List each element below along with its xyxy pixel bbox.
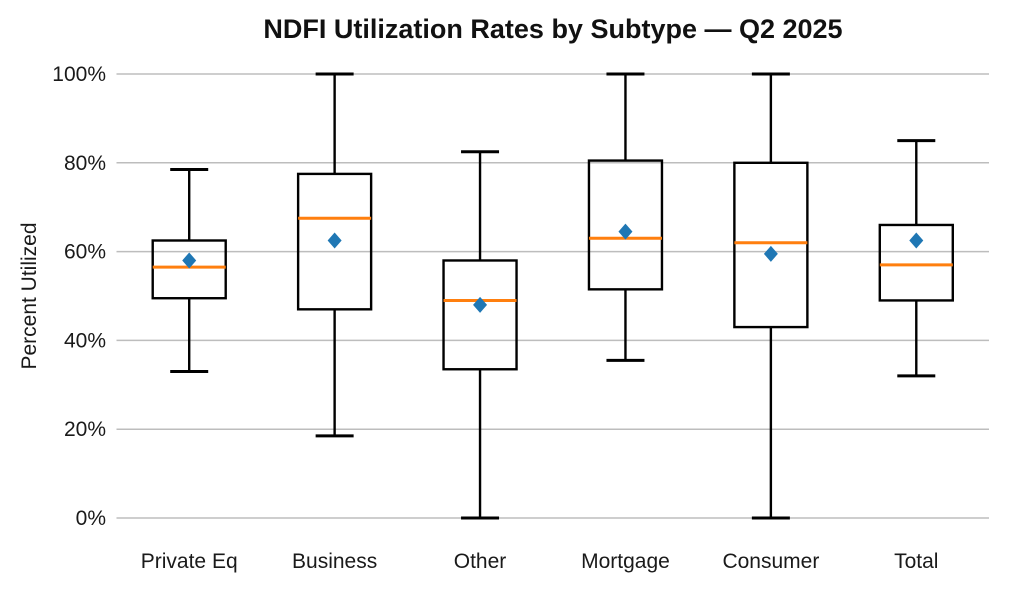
box (733, 161, 809, 329)
mean-marker (473, 296, 488, 313)
y-tick-label: 0% (76, 507, 106, 530)
y-tick-label: 40% (64, 329, 106, 352)
mean-marker (618, 223, 633, 240)
box (296, 172, 373, 311)
box (151, 239, 227, 300)
box (587, 159, 664, 291)
y-tick-label: 60% (64, 241, 106, 264)
chart-title: NDFI Utilization Rates by Subtype — Q2 2… (263, 14, 843, 44)
mean-marker (327, 232, 342, 249)
x-category-label: Mortgage (581, 550, 670, 573)
x-category-label: Other (454, 550, 507, 573)
x-category-label: Consumer (722, 550, 819, 573)
x-category-label: Private Eq (141, 550, 238, 573)
y-tick-label: 80% (64, 152, 106, 175)
y-tick-label: 20% (64, 418, 106, 441)
x-category-label: Business (292, 550, 377, 573)
mean-marker (763, 245, 778, 262)
box (442, 259, 518, 371)
mean-marker (909, 232, 924, 249)
x-category-label: Total (894, 550, 938, 573)
y-tick-label: 100% (52, 63, 106, 86)
box (878, 223, 954, 302)
mean-marker (182, 252, 197, 269)
